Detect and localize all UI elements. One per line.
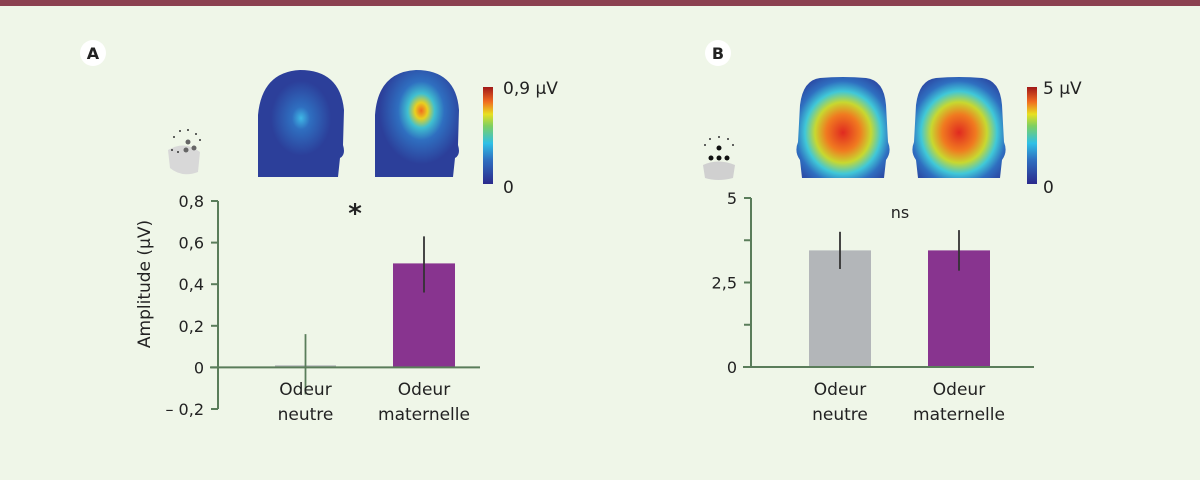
y-tick-label: 2,5 [712, 274, 737, 293]
x-tick-label: Odeur [398, 380, 450, 400]
panel-b-label: B [705, 40, 731, 66]
x-tick-label: maternelle [913, 405, 1005, 425]
scalp-map-neutral-odor-a [258, 70, 344, 177]
bar-chart-a: Odeur neutre Odeur maternelle – 0,2 0 0,2 0,4 0,… [165, 192, 480, 425]
top-frame-bar [0, 0, 1200, 6]
colorbar-a-max-label: 0,9 µV [503, 79, 558, 99]
x-tick-label: Odeur [814, 380, 866, 400]
colorbar-a [483, 87, 493, 184]
electrode-montage-back-icon [703, 136, 735, 180]
colorbar-b-min-label: 0 [1043, 178, 1054, 198]
significance-annotation: * [348, 199, 362, 229]
y-tick-label: 5 [727, 189, 737, 208]
colorbar-a-min-label: 0 [503, 178, 514, 198]
y-tick-label: 0,8 [179, 192, 204, 211]
y-axis-label-a: Amplitude (µV) [135, 220, 155, 348]
y-tick-label: 0,4 [179, 275, 204, 294]
colorbar-b [1027, 87, 1037, 184]
x-tick-label: maternelle [378, 405, 470, 425]
y-tick-label: 0 [727, 358, 737, 377]
panel-a-label: A [80, 40, 106, 66]
electrode-montage-side-icon [168, 129, 201, 175]
x-tick-label: Odeur [933, 380, 985, 400]
y-tick-label: 0 [194, 358, 204, 377]
x-tick-label: Odeur [279, 380, 331, 400]
bar-chart-b: Odeur neutre Odeur maternelle 0 2,5 5 ns [712, 189, 1034, 425]
colorbar-b-max-label: 5 µV [1043, 79, 1082, 99]
y-tick-label: – 0,2 [165, 400, 204, 419]
scalp-map-maternal-odor-b [912, 77, 1006, 178]
scalp-map-maternal-odor-a [375, 70, 459, 177]
significance-annotation: ns [891, 203, 909, 222]
y-tick-label: 0,2 [179, 317, 204, 336]
panel-a-letter: A [87, 44, 100, 63]
x-tick-label: neutre [278, 405, 334, 425]
panel-b-letter: B [712, 44, 724, 63]
bar-neutral [809, 250, 871, 367]
y-tick-label: 0,6 [179, 234, 204, 253]
x-tick-label: neutre [812, 405, 868, 425]
scalp-map-neutral-odor-b [796, 77, 890, 178]
